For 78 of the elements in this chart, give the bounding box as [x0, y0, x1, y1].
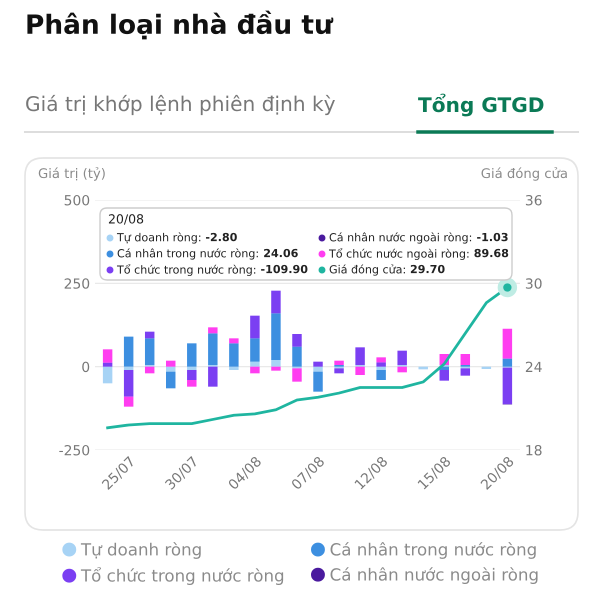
bar	[166, 360, 176, 367]
bar	[292, 346, 302, 367]
bar	[313, 372, 323, 392]
bar	[166, 366, 176, 372]
bar	[144, 338, 154, 365]
bar	[187, 343, 197, 367]
bar	[271, 360, 281, 367]
bar	[229, 343, 239, 367]
bar	[124, 336, 134, 367]
bar	[334, 360, 344, 365]
annotation: 20/08	[108, 214, 144, 225]
y-axis-title: Giá trị (tỷ)	[38, 167, 105, 181]
annotation: Tổ chức trong nước ròng: -109.90	[116, 264, 308, 276]
bar	[208, 333, 218, 365]
bar	[250, 316, 260, 338]
y2-tick-label: 30	[526, 278, 542, 289]
y2-tick-label: 24	[526, 362, 542, 372]
bar	[187, 366, 197, 370]
y-tick-label: 250	[64, 278, 90, 289]
bar	[229, 338, 239, 344]
bar	[229, 366, 239, 370]
bar	[144, 332, 154, 338]
annotation: Tổ chức nước ngoài ròng: 89.68	[328, 248, 508, 260]
bar	[355, 366, 365, 375]
bar	[250, 366, 260, 374]
bar	[355, 347, 365, 365]
bar	[334, 368, 344, 374]
y-tick-label: -250	[59, 444, 90, 456]
bar	[460, 368, 470, 376]
bar	[440, 370, 449, 381]
bar	[376, 366, 386, 370]
bar	[250, 362, 260, 367]
chart-title: Phân loại nhà đầu tư	[27, 10, 334, 40]
bar	[124, 396, 134, 407]
bar	[460, 354, 470, 365]
bar	[124, 366, 134, 370]
bar	[502, 328, 512, 359]
bar	[102, 349, 112, 363]
y-tick-label: 0	[82, 362, 90, 372]
bar	[144, 366, 154, 374]
bar	[397, 350, 407, 365]
y-tick-label: 500	[64, 194, 90, 206]
bar	[376, 362, 386, 367]
y2-tick-label: 18	[526, 444, 542, 456]
y2-axis-title: Giá đóng cửa	[481, 167, 567, 181]
bar	[271, 290, 281, 314]
bar	[397, 366, 407, 372]
annotation: Giá đóng cửa: 29.70	[330, 264, 445, 276]
bar	[502, 368, 512, 404]
bar	[208, 327, 218, 334]
bar	[208, 366, 218, 387]
bar	[250, 338, 260, 362]
bar	[187, 370, 197, 380]
bar	[292, 368, 302, 382]
bar	[187, 380, 197, 387]
bar	[271, 366, 281, 371]
bar	[292, 334, 302, 347]
bar	[418, 366, 428, 370]
bar	[376, 370, 386, 380]
legend-label: Tự doanh ròng	[80, 542, 201, 559]
bar	[166, 372, 176, 388]
bar	[376, 357, 386, 362]
bar	[313, 362, 323, 367]
legend-label: Cá nhân nước ngoài ròng	[330, 567, 538, 584]
legend-label: Cá nhân trong nước ròng	[330, 542, 536, 559]
bar	[102, 366, 112, 384]
bar	[102, 362, 112, 367]
annotation: Cá nhân trong nước ròng: 24.06	[118, 248, 298, 260]
annotation: Tự doanh ròng: -2.80	[116, 232, 237, 244]
text: Giá trị khớp lệnh phiên định kỳ	[26, 94, 335, 116]
y2-tick-label: 36	[526, 194, 542, 206]
bar	[502, 358, 512, 367]
bar	[271, 313, 281, 360]
annotation: Cá nhân nước ngoài ròng: -1.03	[330, 232, 508, 244]
legend-label: Tổ chức trong nước ròng	[80, 567, 284, 585]
text: Tổng GTGD	[418, 94, 544, 116]
bar	[313, 366, 323, 372]
bar	[124, 370, 134, 397]
